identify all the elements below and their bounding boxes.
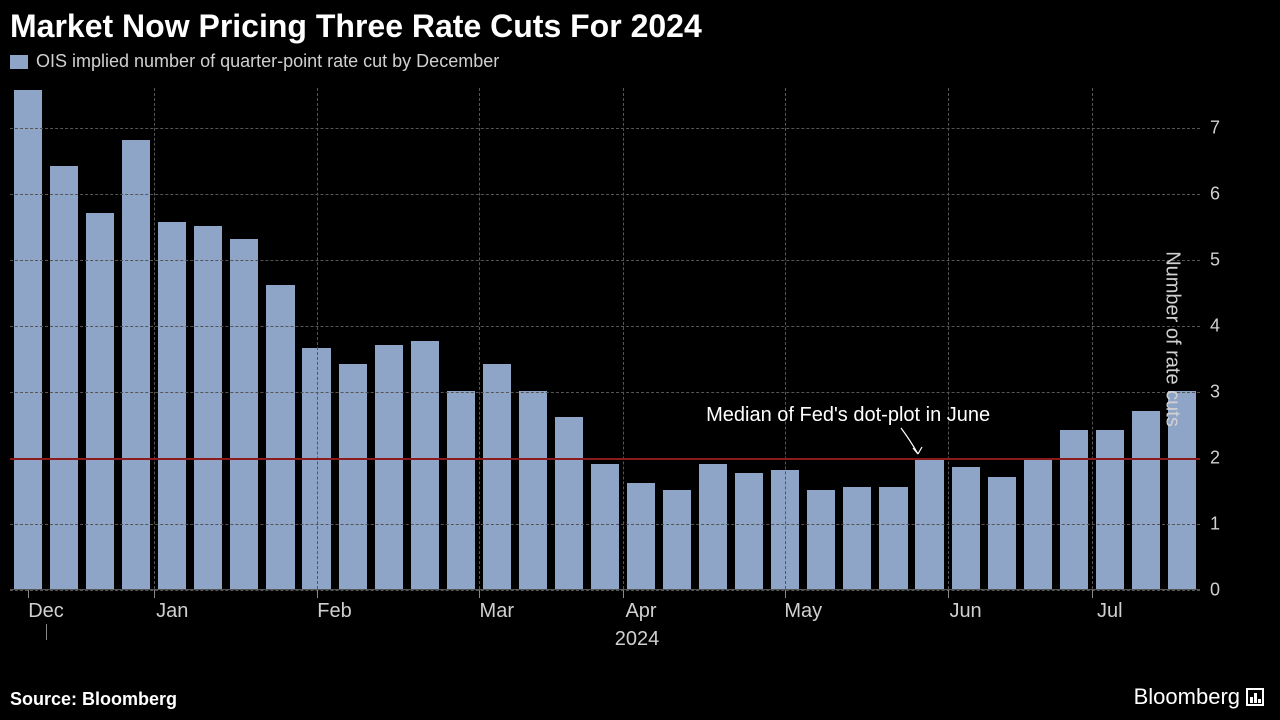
annotation-label: Median of Fed's dot-plot in June bbox=[706, 404, 990, 427]
ytick-label: 4 bbox=[1210, 315, 1240, 336]
ytick-label: 0 bbox=[1210, 580, 1240, 601]
bar bbox=[1060, 430, 1088, 589]
bar bbox=[591, 464, 619, 590]
bar bbox=[519, 391, 547, 589]
gridline-vertical bbox=[1092, 88, 1093, 589]
bar bbox=[86, 213, 114, 590]
xtick-mark bbox=[28, 590, 29, 598]
gridline-vertical bbox=[785, 88, 786, 589]
ytick-label: 5 bbox=[1210, 249, 1240, 270]
ytick-label: 6 bbox=[1210, 183, 1240, 204]
gridline-vertical bbox=[154, 88, 155, 589]
bar bbox=[266, 285, 294, 589]
bar bbox=[122, 140, 150, 589]
bar bbox=[952, 467, 980, 589]
gridline-vertical bbox=[479, 88, 480, 589]
xtick-label: Jul bbox=[1097, 600, 1123, 623]
gridline-horizontal bbox=[10, 392, 1200, 393]
plot-area: Median of Fed's dot-plot in June Number … bbox=[10, 88, 1200, 590]
bar bbox=[158, 222, 186, 589]
bar bbox=[699, 464, 727, 590]
gridline-vertical bbox=[623, 88, 624, 589]
ytick-label: 1 bbox=[1210, 513, 1240, 534]
bar bbox=[339, 364, 367, 589]
xtick-label: Jun bbox=[949, 600, 981, 623]
bar bbox=[627, 483, 655, 589]
bar bbox=[879, 487, 907, 589]
bar bbox=[50, 166, 78, 589]
gridline-vertical bbox=[317, 88, 318, 589]
ytick-label: 7 bbox=[1210, 117, 1240, 138]
gridline-vertical bbox=[948, 88, 949, 589]
xtick-mark bbox=[623, 590, 624, 598]
legend-swatch bbox=[10, 55, 28, 69]
brand-text: Bloomberg bbox=[1134, 684, 1240, 710]
gridline-horizontal bbox=[10, 524, 1200, 525]
chart-title: Market Now Pricing Three Rate Cuts For 2… bbox=[0, 0, 1280, 51]
legend: OIS implied number of quarter-point rate… bbox=[0, 51, 1280, 80]
legend-label: OIS implied number of quarter-point rate… bbox=[36, 51, 499, 72]
xtick-mark bbox=[1092, 590, 1093, 598]
reference-line bbox=[10, 458, 1200, 460]
bar bbox=[663, 490, 691, 589]
brand-icon bbox=[1246, 688, 1264, 706]
gridline-horizontal bbox=[10, 128, 1200, 129]
xtick-label: May bbox=[784, 600, 822, 623]
gridline-horizontal bbox=[10, 194, 1200, 195]
footer: Source: Bloomberg Bloomberg bbox=[10, 684, 1264, 710]
bar bbox=[14, 90, 42, 589]
xtick-mark bbox=[948, 590, 949, 598]
gridline-horizontal bbox=[10, 260, 1200, 261]
source-label: Source: Bloomberg bbox=[10, 689, 177, 710]
xtick-mark bbox=[317, 590, 318, 598]
bar bbox=[1096, 430, 1124, 589]
bars-container bbox=[10, 88, 1200, 589]
xtick-label: Feb bbox=[317, 600, 351, 623]
bar bbox=[375, 345, 403, 589]
bar bbox=[483, 364, 511, 589]
y-axis-title: Number of rate cuts bbox=[1161, 251, 1184, 427]
bar bbox=[807, 490, 835, 589]
bar bbox=[555, 417, 583, 589]
brand-label: Bloomberg bbox=[1134, 684, 1264, 710]
xtick-label: Dec bbox=[28, 600, 64, 623]
bar bbox=[447, 391, 475, 589]
bar bbox=[194, 226, 222, 589]
xtick-mark bbox=[154, 590, 155, 598]
xtick-minor bbox=[46, 624, 47, 640]
xtick-label: Mar bbox=[480, 600, 514, 623]
bar bbox=[988, 477, 1016, 589]
xtick-label: Apr bbox=[625, 600, 656, 623]
ytick-label: 2 bbox=[1210, 447, 1240, 468]
xtick-mark bbox=[479, 590, 480, 598]
bar bbox=[230, 239, 258, 589]
xtick-label: Jan bbox=[156, 600, 188, 623]
gridline-horizontal bbox=[10, 326, 1200, 327]
ytick-label: 3 bbox=[1210, 381, 1240, 402]
bar bbox=[843, 487, 871, 589]
x-axis-year: 2024 bbox=[615, 628, 660, 651]
bar bbox=[411, 341, 439, 589]
bar bbox=[735, 473, 763, 589]
gridline-horizontal bbox=[10, 590, 1200, 591]
chart-area: Median of Fed's dot-plot in June Number … bbox=[10, 88, 1264, 618]
bar bbox=[1132, 411, 1160, 589]
xtick-mark bbox=[785, 590, 786, 598]
